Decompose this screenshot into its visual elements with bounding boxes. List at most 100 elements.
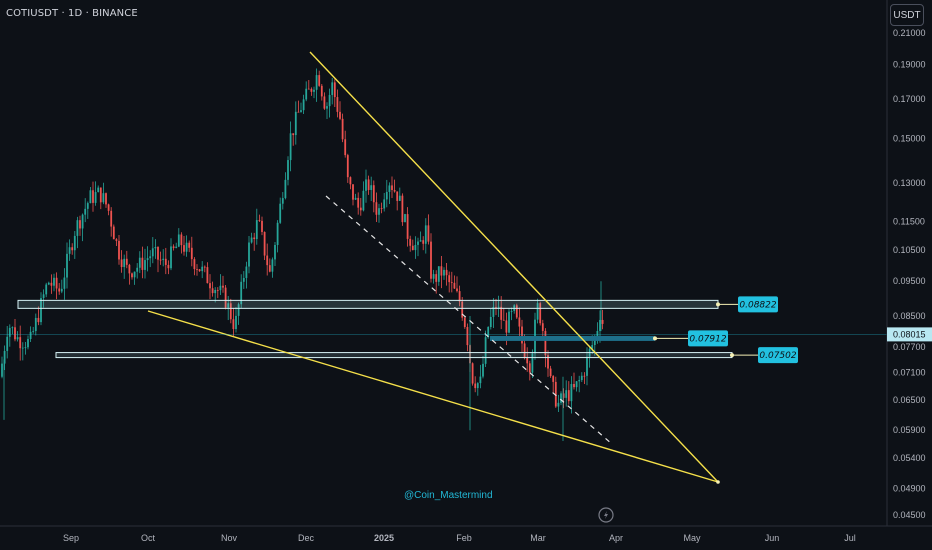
- candle: [479, 364, 482, 389]
- candle: [404, 213, 406, 223]
- entry-band: [490, 335, 655, 341]
- candle: [14, 319, 16, 342]
- candle: [531, 349, 534, 379]
- candle: [305, 81, 308, 102]
- candle: [206, 262, 209, 284]
- candle: [341, 113, 344, 143]
- candle: [146, 246, 149, 272]
- wedge-lower-line: [147, 310, 719, 483]
- watermark: @Coin_Mastermind: [404, 490, 493, 501]
- candle: [190, 236, 193, 267]
- candle: [396, 191, 399, 211]
- candle: [21, 342, 24, 361]
- candle: [570, 376, 573, 414]
- candle: [8, 324, 11, 347]
- candle: [151, 237, 154, 264]
- y-tick-label: 0.05400: [893, 453, 926, 463]
- candle: [279, 197, 282, 224]
- candle: [219, 274, 222, 295]
- candle: [427, 214, 430, 245]
- candle: [422, 236, 425, 251]
- candle: [414, 236, 417, 259]
- candles: [1, 68, 604, 442]
- candle: [27, 335, 29, 350]
- candle: [562, 388, 565, 409]
- candle: [164, 247, 167, 275]
- candle: [409, 235, 412, 252]
- y-tick-label: 0.19000: [893, 59, 926, 69]
- y-tick-label: 0.11500: [893, 216, 925, 226]
- candle: [471, 362, 474, 386]
- candle: [216, 287, 219, 299]
- candle: [372, 180, 375, 213]
- candle: [474, 376, 477, 393]
- candle: [133, 271, 136, 285]
- x-tick-label: May: [683, 533, 701, 543]
- wedge-upper-line: [309, 51, 719, 483]
- candle: [289, 121, 292, 172]
- candle: [560, 391, 562, 406]
- resistance-zone-box: [17, 299, 719, 309]
- candle: [302, 94, 305, 114]
- candle: [258, 214, 261, 222]
- candle: [385, 179, 388, 208]
- candle: [19, 325, 22, 361]
- y-tick-label: 0.06500: [893, 395, 926, 405]
- candle: [489, 308, 492, 330]
- candle: [344, 130, 347, 158]
- candle: [393, 179, 396, 193]
- y-tick-label: 0.04900: [893, 483, 926, 493]
- candle: [495, 298, 497, 316]
- candle: [484, 330, 487, 367]
- candle: [448, 271, 451, 293]
- candle: [388, 182, 391, 205]
- candle: [149, 250, 152, 268]
- candle: [500, 296, 503, 330]
- lightning-circle-icon[interactable]: [598, 507, 614, 523]
- candle: [66, 242, 68, 289]
- candle: [102, 182, 105, 205]
- currency-button[interactable]: USDT: [890, 4, 924, 26]
- candle: [99, 187, 102, 210]
- candle: [482, 356, 484, 379]
- candle: [352, 184, 354, 206]
- candle: [580, 372, 583, 383]
- candle: [466, 323, 469, 352]
- candle: [229, 298, 232, 324]
- candle: [60, 279, 63, 294]
- candle: [154, 239, 157, 259]
- candle: [203, 265, 206, 273]
- candle: [167, 260, 170, 275]
- candle: [375, 192, 378, 223]
- candle: [11, 326, 14, 335]
- x-tick-label: Dec: [298, 533, 315, 543]
- candle: [586, 347, 588, 386]
- candle: [3, 345, 6, 371]
- candle: [411, 239, 414, 251]
- candle: [248, 235, 250, 274]
- candle: [380, 202, 383, 214]
- candle: [583, 372, 586, 384]
- candle: [92, 181, 94, 212]
- candle: [383, 192, 386, 212]
- candle: [323, 92, 326, 110]
- candle: [557, 394, 560, 412]
- entry-label: 0.07912: [689, 334, 726, 344]
- x-tick-label: Sep: [63, 533, 79, 543]
- candle: [55, 272, 58, 300]
- candle: [549, 365, 552, 378]
- candle: [424, 218, 427, 254]
- candle: [136, 263, 139, 279]
- candle: [430, 233, 432, 283]
- candle: [193, 257, 196, 276]
- x-tick-label: 2025: [374, 533, 394, 543]
- candle: [359, 197, 362, 216]
- candle: [391, 176, 393, 199]
- candle: [58, 283, 61, 295]
- candle: [37, 306, 40, 326]
- candle: [502, 307, 505, 321]
- candle: [125, 250, 128, 269]
- candle: [201, 261, 204, 279]
- candle: [450, 271, 453, 293]
